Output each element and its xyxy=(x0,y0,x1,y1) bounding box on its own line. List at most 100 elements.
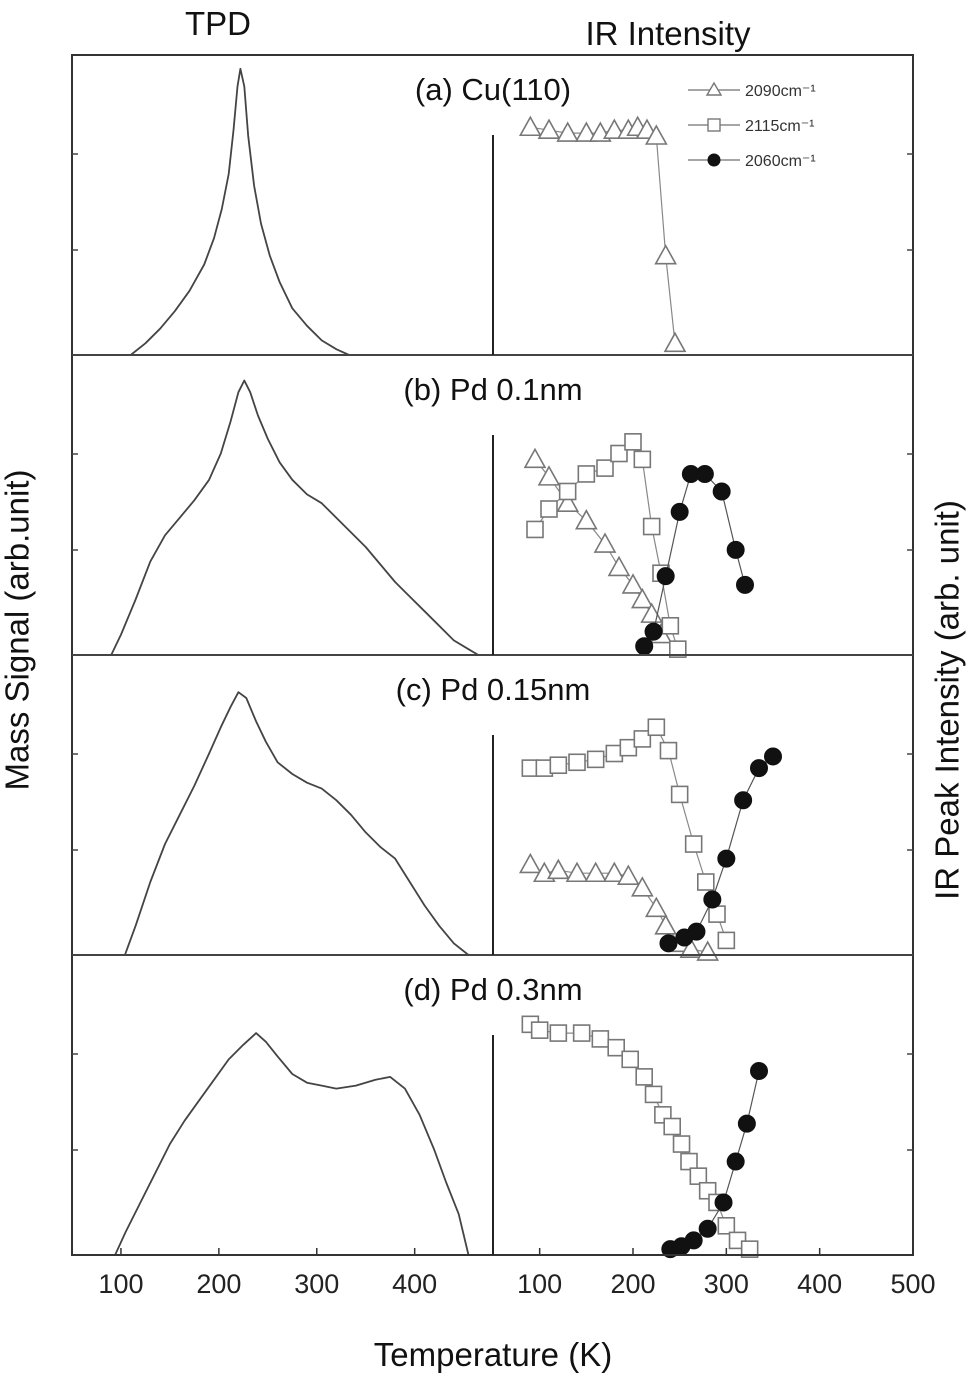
ir-point-s2060-1-1 xyxy=(644,622,663,641)
panel-title-2: (c) Pd 0.15nm xyxy=(396,672,591,707)
ir-point-s2115-3-2 xyxy=(549,1024,568,1042)
tpd-xtick-label-100: 100 xyxy=(98,1269,143,1299)
ir-point-s2090-1-0 xyxy=(523,447,547,469)
ir-point-s2090-1-1 xyxy=(537,465,561,486)
ir-point-s2090-2-0 xyxy=(518,852,542,874)
ir-point-s2115-1-0 xyxy=(526,520,544,539)
ir-point-s2060-3-2 xyxy=(684,1231,703,1250)
ir-point-s2060-3-3 xyxy=(698,1219,717,1238)
ir-xtick-label-100: 100 xyxy=(517,1269,562,1299)
ir-point-s2060-1-7 xyxy=(726,540,745,559)
ir-point-s2115-2-7 xyxy=(633,730,652,748)
ir-point-s2115-2-10 xyxy=(670,785,689,804)
ir-point-s2090-1-4 xyxy=(593,532,617,553)
ir-point-s2115-3-16 xyxy=(717,1217,736,1235)
ir-point-s2060-2-2 xyxy=(687,922,706,941)
panel-3: (d) Pd 0.3nm xyxy=(114,972,768,1259)
legend-label-s2115: 2115cm⁻¹ xyxy=(745,118,815,135)
ir-point-s2115-2-9 xyxy=(659,741,678,760)
ir-point-s2115-3-6 xyxy=(621,1050,640,1069)
ir-point-s2060-3-4 xyxy=(714,1193,733,1212)
ir-point-s2090-1-6 xyxy=(621,573,645,594)
ir-point-s2090-0-9 xyxy=(644,124,668,145)
ir-point-s2115-3-5 xyxy=(607,1038,626,1057)
ir-point-s2115-2-3 xyxy=(568,753,586,772)
ir-point-s2115-3-4 xyxy=(591,1030,610,1048)
ir-point-s2090-0-11 xyxy=(663,331,687,353)
ir-point-s2060-2-4 xyxy=(717,849,736,868)
ir-point-s2115-1-5 xyxy=(610,444,628,463)
ir-point-s2060-1-0 xyxy=(635,637,654,656)
ir-series-s2115-2 xyxy=(521,718,736,950)
ir-point-s2090-2-8 xyxy=(644,896,668,918)
ir-xtick-label-300: 300 xyxy=(704,1269,749,1299)
ir-series-s2115-1 xyxy=(526,433,687,658)
ir-point-s2115-3-11 xyxy=(672,1135,691,1153)
ir-point-s2090-1-7 xyxy=(630,587,654,609)
ir-point-s2060-1-2 xyxy=(656,567,675,586)
ir-point-s2115-3-13 xyxy=(689,1167,708,1185)
legend-entry-s2090: 2090cm⁻¹ xyxy=(688,81,816,100)
ir-point-s2115-2-12 xyxy=(696,873,715,891)
tpd-curve-1 xyxy=(110,379,479,656)
ir-point-s2115-1-8 xyxy=(642,517,661,536)
ir-point-s2060-2-3 xyxy=(703,890,722,909)
tpd-xtick-label-200: 200 xyxy=(196,1269,241,1299)
ir-point-s2090-2-7 xyxy=(630,876,654,897)
legend-label-s2060: 2060cm⁻¹ xyxy=(745,153,816,170)
legend-entry-s2060: 2060cm⁻¹ xyxy=(688,153,816,170)
ir-point-s2115-2-11 xyxy=(684,835,703,853)
axes-layer: 100 200 300 400 100 200 300 400 500 xyxy=(71,54,936,1299)
ir-point-s2115-1-1 xyxy=(540,500,558,518)
ir-point-s2115-3-12 xyxy=(680,1152,698,1171)
ir-point-s2060-2-6 xyxy=(750,759,768,778)
ir-point-s2090-0-2 xyxy=(556,121,580,142)
ir-header: IR Intensity xyxy=(585,15,751,52)
panel-1: (b) Pd 0.1nm xyxy=(110,372,754,658)
ir-point-s2090-1-2 xyxy=(556,491,580,512)
legend-entry-s2115: 2115cm⁻¹ xyxy=(688,118,815,135)
ir-point-s2115-2-4 xyxy=(586,750,605,769)
panel-2: (c) Pd 0.15nm xyxy=(124,672,782,961)
ir-point-s2090-1-5 xyxy=(607,555,631,577)
legend-marker-s2090 xyxy=(705,81,723,96)
ir-point-s2090-0-5 xyxy=(602,118,626,139)
ir-point-s2115-3-10 xyxy=(663,1117,682,1136)
y-axis-label-right: IR Peak Intensity (arb. unit) xyxy=(929,500,966,900)
ir-point-s2060-1-5 xyxy=(695,464,714,483)
tpd-curve-2 xyxy=(124,691,470,956)
panel-title-0: (a) Cu(110) xyxy=(415,72,571,107)
ir-series-s2090-1 xyxy=(523,447,673,644)
ir-point-s2090-2-6 xyxy=(616,864,640,885)
ir-series-s2115-3 xyxy=(521,1015,759,1258)
panels-layer: (a) Cu(110) (b) Pd 0.1nm (c) Pd 0.15nm (d) … xyxy=(110,67,782,1259)
ir-point-s2090-0-0 xyxy=(518,115,542,137)
legend-label-s2090: 2090cm⁻¹ xyxy=(745,83,816,100)
ir-point-s2115-2-13 xyxy=(708,905,726,923)
ir-point-s2060-1-6 xyxy=(712,482,731,501)
ir-point-s2090-2-5 xyxy=(602,861,626,883)
ir-point-s2115-1-6 xyxy=(624,433,642,451)
ir-point-s2115-1-3 xyxy=(577,465,596,483)
ir-series-s2090-0 xyxy=(518,115,687,353)
ir-xtick-label-400: 400 xyxy=(797,1269,842,1299)
panel-0: (a) Cu(110) xyxy=(130,67,687,356)
tpd-curve-0 xyxy=(130,67,350,356)
ir-point-s2115-2-2 xyxy=(549,756,568,775)
ir-point-s2090-0-3 xyxy=(574,121,598,142)
ir-point-s2115-1-11 xyxy=(668,640,687,658)
ir-point-s2060-2-7 xyxy=(764,747,782,766)
ir-point-s2060-3-7 xyxy=(750,1062,768,1081)
ir-point-s2115-2-14 xyxy=(717,931,736,950)
legend-marker-s2060 xyxy=(707,153,721,167)
legend-marker-s2115 xyxy=(707,118,721,132)
ir-point-s2090-0-1 xyxy=(537,118,561,139)
tpd-header: TPD xyxy=(185,5,251,42)
ir-point-s2090-2-9 xyxy=(654,914,678,935)
ir-point-s2090-0-10 xyxy=(654,244,678,265)
ir-point-s2060-3-5 xyxy=(726,1152,745,1171)
ir-point-s2115-3-18 xyxy=(740,1240,759,1258)
ir-series-s2060-1 xyxy=(635,464,754,656)
ir-point-s2060-1-8 xyxy=(736,575,754,594)
